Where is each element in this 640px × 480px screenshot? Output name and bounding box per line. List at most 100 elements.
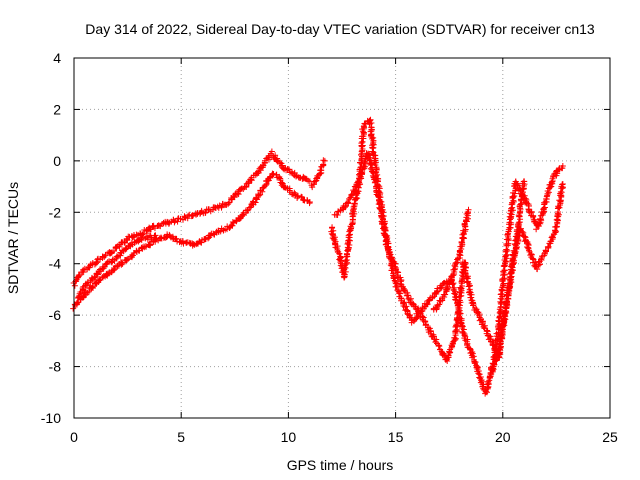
data-point xyxy=(404,292,411,299)
data-point xyxy=(350,203,357,210)
x-axis-title: GPS time / hours xyxy=(287,457,394,473)
data-point xyxy=(341,271,348,278)
data-point xyxy=(166,232,173,239)
data-point xyxy=(533,226,540,233)
data-point xyxy=(152,238,159,245)
data-point xyxy=(218,204,225,211)
data-point xyxy=(515,220,522,227)
x-tick-label: 5 xyxy=(177,429,185,445)
data-point xyxy=(345,232,352,239)
data-point xyxy=(124,256,131,263)
data-point xyxy=(423,301,430,308)
y-tick-label: -2 xyxy=(49,204,62,220)
data-point xyxy=(286,187,293,194)
data-point xyxy=(517,225,524,232)
tick-labels: 0 5 10 15 20 25 -10 -8 -6 -4 -2 0 2 4 xyxy=(41,50,618,445)
data-point xyxy=(348,224,355,231)
y-tick-label: 2 xyxy=(53,101,61,117)
data-point xyxy=(111,266,118,273)
data-point xyxy=(512,245,519,252)
data-point xyxy=(462,264,469,271)
data-point xyxy=(534,266,541,273)
data-point xyxy=(76,272,83,279)
data-point xyxy=(180,240,187,247)
data-point xyxy=(366,157,373,164)
data-point xyxy=(366,121,373,128)
data-point xyxy=(279,180,286,187)
data-point xyxy=(367,165,374,172)
data-track xyxy=(74,232,159,302)
data-point xyxy=(366,156,373,163)
data-point xyxy=(147,241,154,248)
data-point xyxy=(521,178,528,185)
data-point xyxy=(504,231,511,238)
data-point xyxy=(453,326,460,333)
data-point xyxy=(202,209,209,216)
data-point xyxy=(438,284,445,291)
data-point xyxy=(519,189,526,196)
data-point xyxy=(148,226,155,233)
data-point xyxy=(259,188,266,195)
data-point xyxy=(462,270,469,277)
data-point xyxy=(118,259,125,266)
data-point xyxy=(144,236,151,243)
y-tick-label: -6 xyxy=(49,307,62,323)
data-track xyxy=(70,170,313,312)
data-point xyxy=(466,345,473,352)
data-point xyxy=(119,260,126,267)
data-point xyxy=(346,226,353,233)
data-point xyxy=(255,168,262,175)
data-point xyxy=(555,211,562,218)
data-point xyxy=(500,268,507,275)
data-point xyxy=(171,217,178,224)
data-point xyxy=(336,250,343,257)
data-point xyxy=(498,327,505,334)
data-marks xyxy=(70,116,566,397)
data-point xyxy=(359,138,366,145)
data-point xyxy=(476,317,483,324)
data-point xyxy=(75,273,82,280)
data-point xyxy=(559,163,566,169)
data-track xyxy=(308,157,328,191)
y-tick-label: 4 xyxy=(53,50,61,66)
data-point xyxy=(559,181,566,187)
data-point xyxy=(391,263,398,270)
data-point xyxy=(116,243,123,250)
data-point xyxy=(551,231,558,238)
data-point xyxy=(465,206,472,213)
data-point xyxy=(545,243,552,250)
data-point xyxy=(525,244,532,251)
data-point xyxy=(455,316,462,323)
x-tick-label: 10 xyxy=(281,429,297,445)
data-point xyxy=(513,226,520,233)
data-point xyxy=(399,283,406,290)
data-point xyxy=(371,179,378,186)
data-point xyxy=(453,314,460,321)
data-point xyxy=(518,196,525,203)
data-point xyxy=(555,166,562,173)
data-point xyxy=(229,219,236,225)
data-point xyxy=(512,237,519,244)
data-point xyxy=(424,300,431,307)
data-point xyxy=(352,187,359,194)
data-point xyxy=(361,158,368,165)
data-point xyxy=(85,288,92,295)
data-point xyxy=(306,199,313,205)
data-point xyxy=(333,245,340,252)
data-point xyxy=(119,247,126,254)
data-point xyxy=(198,239,205,246)
data-point xyxy=(152,232,159,239)
data-point xyxy=(451,290,458,297)
data-point xyxy=(268,148,275,155)
data-point xyxy=(550,234,556,241)
data-point xyxy=(238,185,245,192)
data-point xyxy=(386,251,393,258)
data-point xyxy=(375,192,382,199)
chart-title: Day 314 of 2022, Sidereal Day-to-day VTE… xyxy=(85,21,595,37)
data-point xyxy=(94,271,101,278)
data-point xyxy=(70,305,77,312)
data-point xyxy=(395,269,402,276)
axis-ticks xyxy=(73,57,611,419)
data-point xyxy=(461,231,468,238)
data-point xyxy=(453,322,460,329)
